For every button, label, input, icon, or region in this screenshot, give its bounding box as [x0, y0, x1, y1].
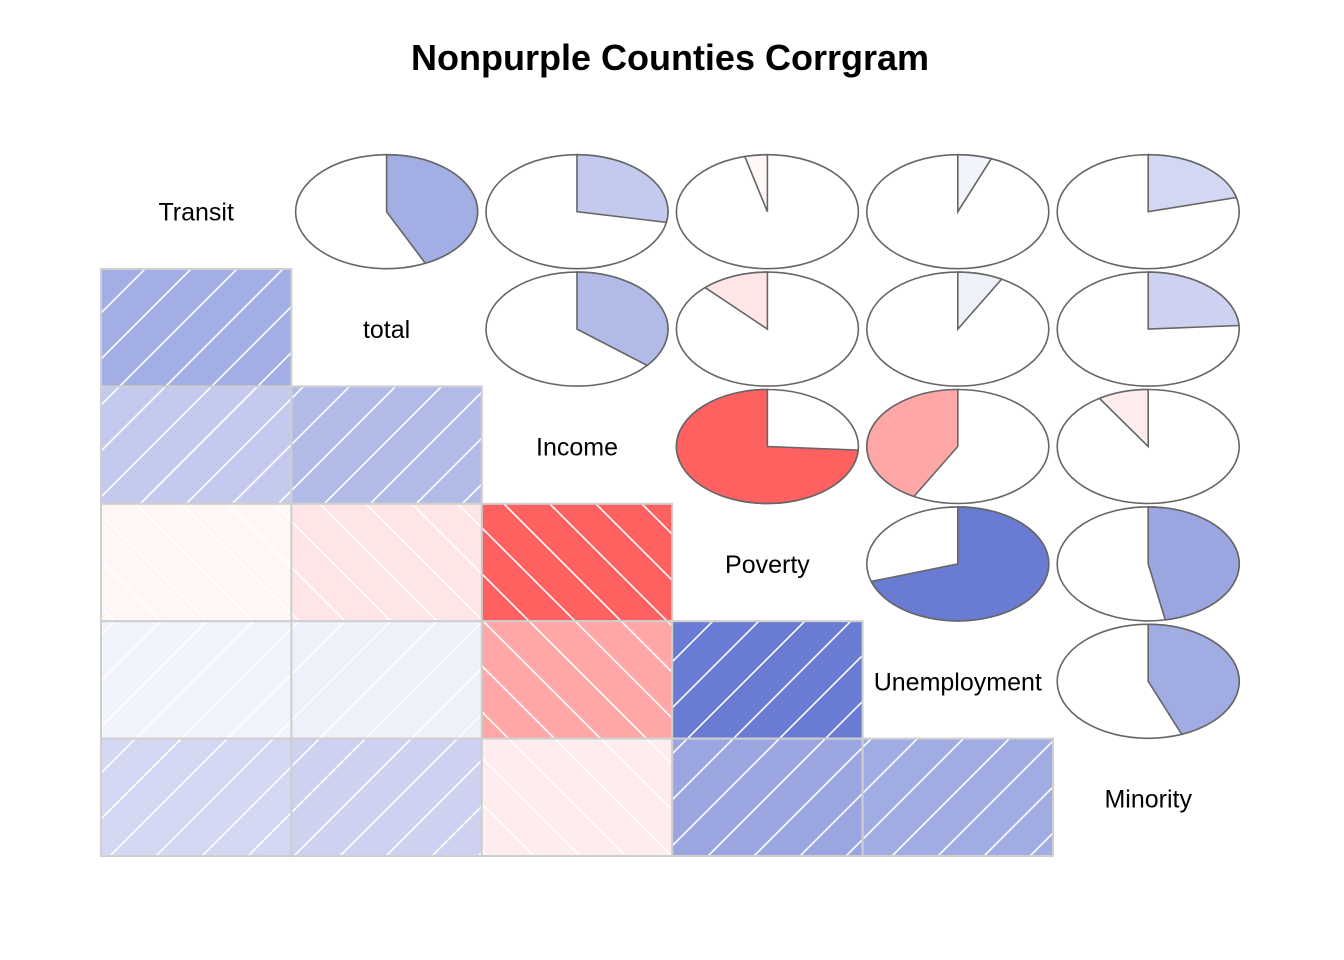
shade-cell-unemployment-total [290, 620, 483, 740]
diagonal-label-minority: Minority [1104, 786, 1192, 814]
pie-cell-total-unemployment [865, 271, 1050, 387]
shade-cell-poverty-income [480, 502, 674, 623]
diagonal-label-poverty: Poverty [725, 551, 810, 579]
pie-cell-total-income [485, 271, 669, 387]
pie-cell-transit-minority [1056, 153, 1240, 270]
shade-cell-minority-total [290, 737, 483, 857]
pie-cell-transit-unemployment [865, 153, 1050, 270]
pie-cell-transit-income [485, 153, 669, 270]
pie-cell-transit-total [294, 153, 479, 270]
pie-cell-total-poverty [675, 271, 860, 387]
shade-cell-minority-transit [100, 737, 293, 857]
chart-title: Nonpurple Counties Corrgram [411, 37, 929, 78]
pie-cell-income-minority [1056, 388, 1240, 505]
pie-cell-poverty-unemployment [865, 506, 1050, 622]
shade-cell-poverty-transit [100, 502, 293, 623]
diagonal-label-income: Income [536, 434, 618, 462]
diagonal-label-unemployment: Unemployment [874, 668, 1042, 696]
shade-cell-unemployment-poverty [671, 620, 864, 740]
pie-cell-total-minority [1056, 271, 1240, 387]
corrgram-cells: Transit total Income Poverty Unemployment Min… [100, 153, 1240, 857]
pie-cell-unemployment-minority [1056, 623, 1240, 740]
shade-cell-total-transit [100, 268, 293, 388]
shade-cell-income-total [290, 385, 483, 505]
diagonal-label-transit: Transit [158, 199, 234, 227]
shade-cell-poverty-total [290, 502, 483, 623]
shade-cell-unemployment-transit [100, 620, 293, 740]
diagonal-label-total: total [363, 316, 410, 344]
shade-cell-income-transit [100, 385, 293, 505]
shade-cell-minority-poverty [671, 737, 864, 857]
pie-cell-income-unemployment [865, 388, 1050, 505]
shade-cell-minority-income [480, 737, 674, 857]
pie-cell-income-poverty [675, 388, 860, 505]
pie-cell-transit-poverty [675, 153, 860, 270]
shade-cell-minority-unemployment [861, 737, 1054, 857]
shade-cell-unemployment-income [480, 620, 674, 740]
pie-cell-poverty-minority [1056, 506, 1240, 622]
